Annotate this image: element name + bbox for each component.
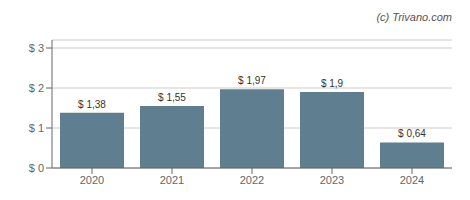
svg-text:2020: 2020 [80,174,104,186]
svg-text:$ 2: $ 2 [29,82,44,94]
svg-text:$ 0: $ 0 [29,162,44,174]
svg-text:$ 1,55: $ 1,55 [158,92,186,103]
svg-text:2021: 2021 [160,174,184,186]
svg-text:2024: 2024 [400,174,424,186]
svg-text:$ 0,64: $ 0,64 [398,128,426,139]
svg-text:$ 1,38: $ 1,38 [78,99,106,110]
svg-text:$ 1,97: $ 1,97 [238,75,266,86]
html-text:(c) Trivano.com: (c) Trivano.com [376,11,452,23]
svg-text:$ 3: $ 3 [29,42,44,54]
svg-text:2023: 2023 [320,174,344,186]
svg-text:$ 1,9: $ 1,9 [321,78,344,89]
svg-text:$ 1: $ 1 [29,122,44,134]
svg-text:2022: 2022 [240,174,264,186]
